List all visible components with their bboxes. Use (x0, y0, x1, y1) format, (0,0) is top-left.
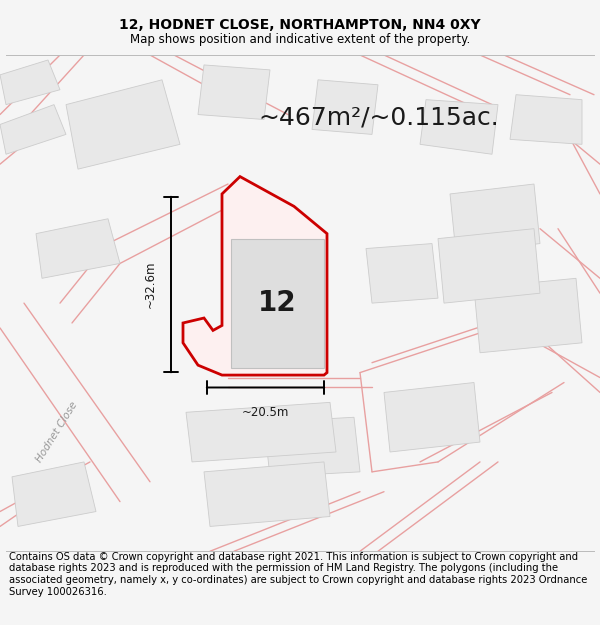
Text: Contains OS data © Crown copyright and database right 2021. This information is : Contains OS data © Crown copyright and d… (9, 552, 587, 597)
Text: 12: 12 (258, 289, 296, 317)
Text: ~20.5m: ~20.5m (242, 406, 289, 419)
Polygon shape (36, 219, 120, 278)
Polygon shape (420, 99, 498, 154)
Text: 12, HODNET CLOSE, NORTHAMPTON, NN4 0XY: 12, HODNET CLOSE, NORTHAMPTON, NN4 0XY (119, 18, 481, 32)
Polygon shape (183, 177, 327, 375)
Polygon shape (198, 65, 270, 119)
Polygon shape (66, 80, 180, 169)
Text: Map shows position and indicative extent of the property.: Map shows position and indicative extent… (130, 33, 470, 46)
Text: ~32.6m: ~32.6m (143, 261, 157, 308)
Polygon shape (366, 244, 438, 303)
Polygon shape (312, 80, 378, 134)
Polygon shape (474, 278, 582, 352)
Text: Hodnet Close: Hodnet Close (34, 400, 80, 464)
Polygon shape (510, 95, 582, 144)
Polygon shape (0, 104, 66, 154)
Polygon shape (204, 462, 330, 526)
Polygon shape (231, 239, 324, 368)
Polygon shape (0, 60, 60, 104)
Polygon shape (186, 402, 336, 462)
Polygon shape (12, 462, 96, 526)
Polygon shape (438, 229, 540, 303)
Polygon shape (384, 382, 480, 452)
Polygon shape (264, 418, 360, 477)
Polygon shape (450, 184, 540, 254)
Text: ~467m²/~0.115ac.: ~467m²/~0.115ac. (258, 105, 499, 129)
